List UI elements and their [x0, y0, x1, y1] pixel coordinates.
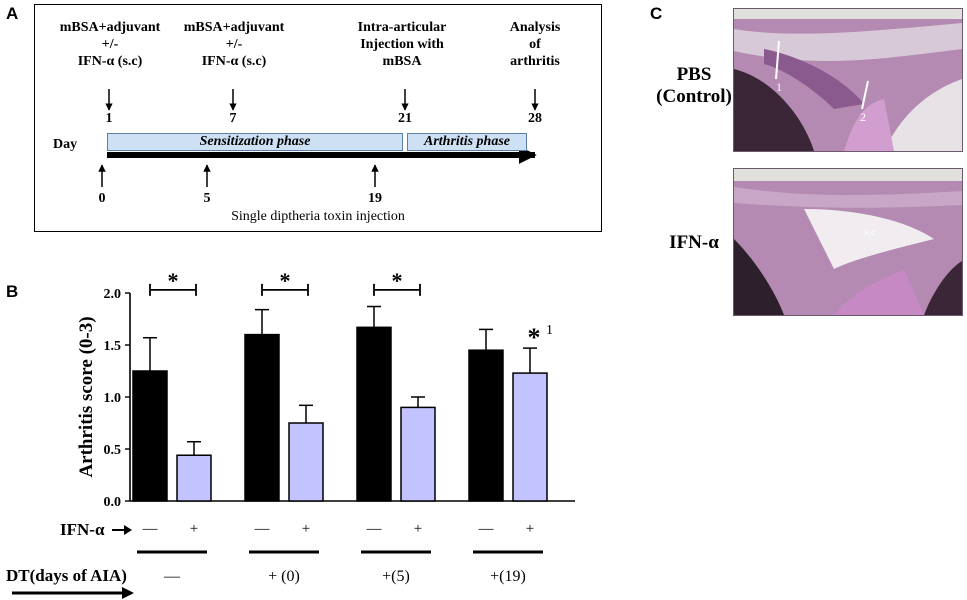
day-1: 1	[105, 111, 113, 126]
y-tick-label: 1.5	[104, 339, 122, 354]
ifn-level-label: —	[142, 521, 159, 537]
bar	[288, 422, 324, 502]
significance-star: *	[280, 268, 291, 293]
arthritis-bar-chart: 0.0 0.5 1.0 1.5 2.0 Arthritis score (0-3) * — + —…	[6, 268, 575, 599]
bar	[176, 454, 212, 502]
y-axis-label: Arthritis score (0-3)	[76, 316, 97, 477]
y-tick-label: 0.5	[104, 443, 122, 458]
day-label: Day	[53, 137, 78, 152]
ifn-level-label: +	[190, 521, 198, 537]
dt-row-arrow-head	[122, 587, 134, 599]
ifn-row-arrow-head	[124, 525, 132, 535]
bar	[468, 349, 504, 502]
pbs-control-label: PBS (Control)	[656, 64, 732, 107]
panel-c-letter: C	[650, 4, 663, 23]
y-tick-label: 2.0	[104, 287, 122, 302]
dt-caption: Single diptheria toxin injection	[231, 209, 405, 224]
sc-annotation: s.c	[864, 226, 876, 238]
dt-group-label: + (0)	[268, 568, 300, 585]
ifn-level-label: +	[414, 521, 422, 537]
dt-day-0: 0	[98, 191, 106, 206]
ifn-level-label: —	[478, 521, 495, 537]
pbs-tissue-image: 1 2	[734, 9, 962, 151]
sensitization-phase-bar: Sensitization phase	[107, 133, 403, 151]
bar	[132, 370, 168, 502]
day-7: 7	[229, 111, 237, 126]
ifn-level-label: +	[526, 521, 534, 537]
dt-group-label: +(19)	[490, 568, 526, 585]
dt-day-19: 19	[368, 191, 382, 206]
bar	[400, 406, 436, 502]
bar	[356, 326, 392, 502]
step-21-text: Intra-articular Injection with mBSA	[357, 20, 447, 69]
dt-day-5: 5	[203, 191, 211, 206]
bar	[244, 333, 280, 502]
step-1-text: mBSA+adjuvant +/- IFN-α (s.c)	[59, 20, 161, 69]
ifn-level-label: —	[254, 521, 271, 537]
y-tick-label: 0.0	[104, 495, 122, 510]
significance-star: *	[392, 268, 403, 293]
pbs-arrow-1-label: 1	[776, 80, 782, 94]
timeline-frame: mBSA+adjuvant +/- IFN-α (s.c) mBSA+adjuv…	[34, 4, 602, 232]
arthritis-phase-bar: Arthritis phase	[407, 133, 527, 151]
ifn-micrograph: s.c	[733, 168, 963, 316]
day-21: 21	[398, 111, 412, 126]
ifn-tissue-image: s.c	[734, 169, 962, 315]
ifn-level-label: +	[302, 521, 310, 537]
dt-group-label: +(5)	[382, 568, 410, 585]
timeline-arrows	[98, 89, 539, 187]
significance-superscript: 1	[546, 323, 553, 338]
step-7-text: mBSA+adjuvant +/- IFN-α (s.c)	[183, 20, 285, 69]
dt-row-label: DT(days of AIA)	[6, 566, 127, 585]
bar	[512, 372, 548, 502]
pbs-micrograph: 1 2	[733, 8, 963, 152]
day-28: 28	[528, 111, 542, 126]
dt-group-label: —	[163, 568, 181, 585]
pbs-arrow-2-label: 2	[860, 110, 866, 124]
ifn-alpha-label: IFN-α	[669, 232, 719, 253]
significance-star: *	[168, 268, 179, 293]
ifn-level-label: —	[366, 521, 383, 537]
panel-a-letter: A	[6, 4, 19, 23]
step-28-text: Analysis of arthritis	[509, 20, 561, 69]
significance-star: *	[528, 323, 541, 352]
ifn-row-label: IFN-α	[60, 520, 105, 539]
y-tick-label: 1.0	[104, 391, 122, 406]
panel-b-letter: B	[6, 282, 19, 301]
